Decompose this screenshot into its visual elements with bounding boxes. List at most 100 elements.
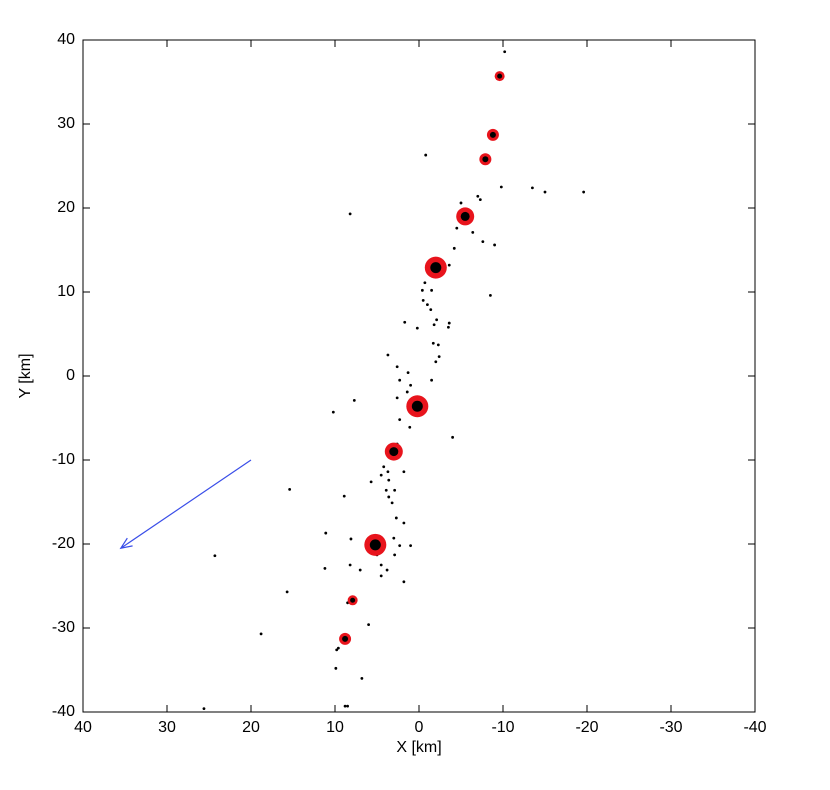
point [447, 321, 451, 325]
point [358, 568, 362, 572]
event-core [350, 597, 356, 603]
point [403, 320, 407, 324]
point [451, 435, 454, 439]
point [471, 230, 475, 234]
point [543, 190, 547, 194]
point [395, 365, 399, 369]
x-tick-label: 10 [326, 719, 344, 736]
point [348, 212, 352, 216]
event-core [497, 73, 503, 79]
point [398, 418, 402, 422]
point [476, 194, 480, 198]
point [393, 553, 397, 557]
x-tick-label: -20 [575, 719, 598, 736]
y-tick-label: 40 [57, 31, 75, 48]
point [426, 303, 429, 306]
point [409, 383, 412, 387]
point [406, 371, 410, 375]
y-tick-label: -30 [52, 619, 75, 636]
x-tick-label: 20 [242, 719, 260, 736]
point [398, 544, 402, 548]
direction-arrow [119, 459, 252, 550]
point [379, 574, 383, 578]
point [343, 704, 347, 708]
point [499, 185, 503, 189]
point [342, 494, 346, 498]
point [489, 293, 492, 297]
x-tick-label: 30 [158, 719, 176, 736]
point [432, 323, 436, 327]
point [346, 704, 349, 708]
point [452, 246, 456, 250]
event-core [389, 447, 399, 457]
point [431, 341, 435, 345]
event-core [369, 539, 381, 551]
point [503, 50, 507, 54]
point [478, 198, 482, 202]
point [387, 478, 391, 482]
x-tick-label: 0 [415, 719, 424, 736]
point [349, 537, 353, 541]
point [386, 353, 390, 357]
point [382, 465, 386, 469]
point [324, 531, 328, 535]
point [379, 563, 383, 567]
point [531, 186, 534, 190]
point [393, 488, 397, 492]
point [405, 390, 409, 394]
y-tick-label: 10 [57, 283, 75, 300]
point [392, 536, 396, 540]
point [398, 378, 402, 382]
point [459, 201, 463, 205]
point [394, 516, 398, 520]
event-core [489, 131, 496, 138]
x-tick-label: -40 [743, 719, 766, 736]
point [420, 288, 424, 292]
point [493, 243, 496, 247]
point [447, 263, 451, 267]
point [369, 480, 373, 484]
point [352, 398, 356, 402]
point [386, 470, 390, 474]
point [436, 343, 440, 347]
x-tick-label: 40 [74, 719, 92, 736]
point [285, 590, 289, 594]
point [430, 288, 433, 292]
point [435, 318, 439, 322]
y-axis-label: Y [km] [17, 353, 34, 398]
point [385, 568, 389, 572]
y-tick-label: -20 [52, 535, 75, 552]
point [582, 190, 586, 194]
y-tick-label: 0 [66, 367, 75, 384]
point [430, 378, 433, 382]
point [421, 299, 425, 302]
point [384, 488, 388, 492]
point [434, 360, 438, 364]
y-tick-label: 20 [57, 199, 75, 216]
point [379, 473, 383, 477]
y-tick-label: -40 [52, 703, 75, 720]
y-tick-label: -10 [52, 451, 75, 468]
point [402, 521, 406, 525]
point [402, 470, 406, 474]
point [408, 425, 412, 429]
point [367, 623, 370, 627]
x-axis-label: X [km] [396, 739, 441, 756]
x-tick-label: -10 [491, 719, 514, 736]
point [335, 648, 339, 652]
point [390, 501, 394, 505]
y-tick-label: 30 [57, 115, 75, 132]
point [334, 666, 338, 670]
point [447, 325, 450, 329]
point [360, 677, 364, 680]
event-core [411, 400, 423, 412]
point [429, 308, 433, 312]
point [402, 580, 406, 584]
point [395, 396, 399, 400]
point [387, 495, 391, 499]
point [323, 566, 327, 570]
point [288, 488, 292, 491]
point [423, 281, 427, 285]
event-core [460, 211, 470, 221]
